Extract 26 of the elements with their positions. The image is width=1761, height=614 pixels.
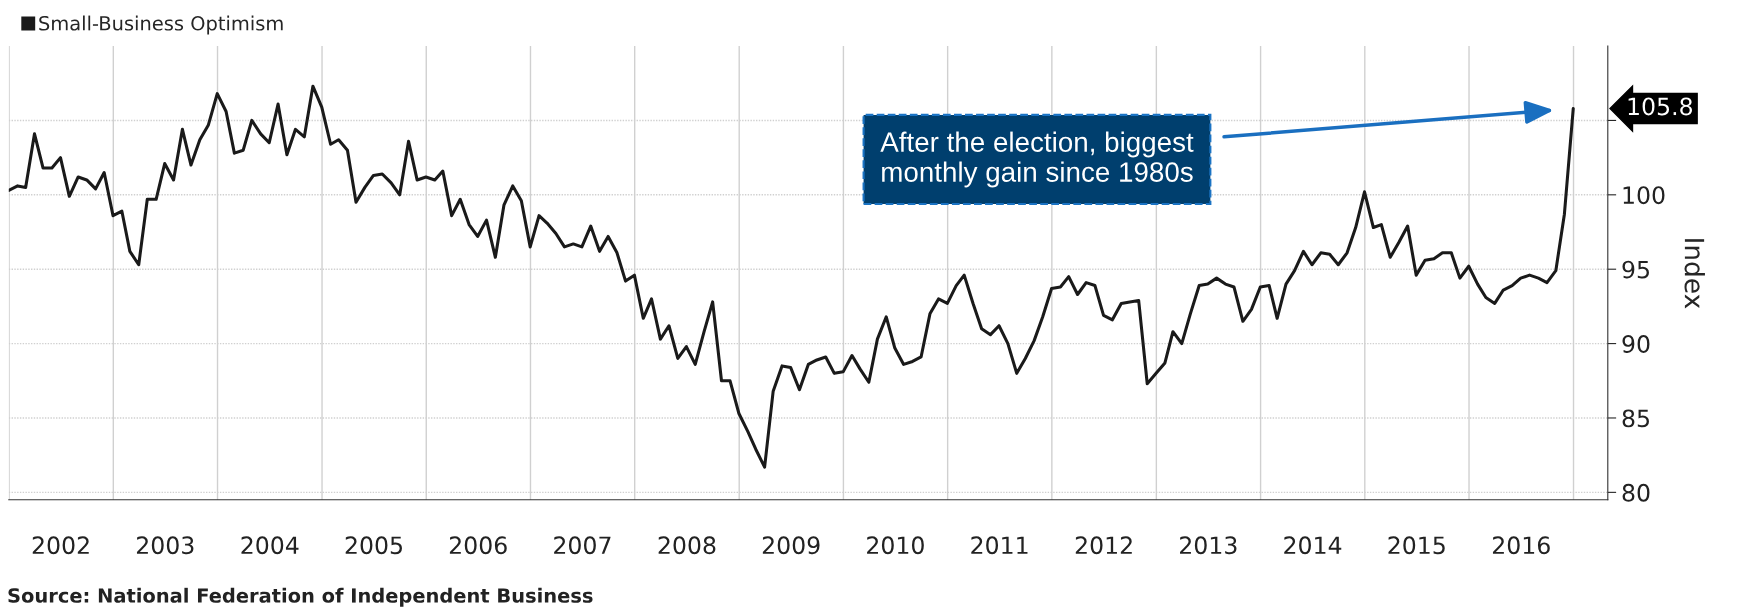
x-tick-label: 2005	[345, 536, 402, 555]
x-tick-label: 2002	[32, 536, 89, 555]
x-tick-label: 2012	[1075, 536, 1132, 555]
y-tick-label: 100	[1623, 186, 1665, 205]
x-tick-label: 2015	[1388, 536, 1445, 555]
y-tick-label: 85	[1622, 409, 1649, 428]
x-tick-label: 2013	[1180, 536, 1237, 555]
annotation: 105.8	[1628, 97, 1692, 116]
y-tick-label: 90	[1622, 335, 1650, 353]
x-tick-label: 2004	[241, 536, 299, 555]
x-tick-label: 2003	[136, 536, 194, 555]
legend-label: Small-Business Optimism	[39, 15, 283, 35]
x-tick-label: 2008	[658, 536, 716, 555]
x-tick-label: 2009	[762, 536, 820, 555]
annotation: After the election, biggest monthly gain since 1980s	[880, 131, 1194, 188]
x-tick-label: 2011	[971, 536, 1028, 555]
x-tick-label: 2010	[867, 536, 924, 555]
line-series	[8, 84, 1575, 469]
x-tick-label: 2014	[1284, 536, 1342, 555]
x-tick-label: 2016	[1492, 536, 1550, 555]
y-tick-label: 80	[1622, 483, 1650, 502]
y-tick-label: 95	[1622, 260, 1649, 279]
x-tick-label: 2006	[449, 536, 507, 555]
y-axis-title: Index	[1684, 239, 1705, 309]
source-note: Source: National Federation of Independent Business	[8, 587, 593, 607]
x-tick-label: 2007	[554, 536, 611, 555]
